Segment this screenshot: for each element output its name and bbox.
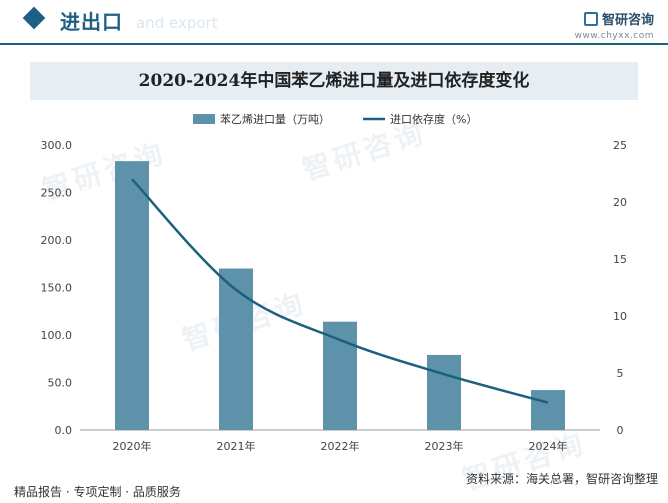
header: 进出口 and export 智研咨询 www.chyxx.com [0, 0, 668, 44]
right-y-tick-label: 10 [613, 310, 627, 323]
right-y-tick-label: 0 [617, 424, 624, 437]
x-tick-label: 2023年 [425, 439, 464, 453]
chart-title-band: 2020-2024年中国苯乙烯进口量及进口依存度变化 [30, 62, 638, 100]
bar [219, 268, 253, 430]
left-y-tick-label: 50.0 [48, 377, 73, 390]
brand-name: 智研咨询 [601, 13, 654, 28]
left-y-tick-label: 150.0 [41, 282, 73, 295]
x-tick-label: 2024年 [529, 439, 568, 453]
line-series [131, 178, 549, 404]
header-divider [0, 43, 668, 45]
x-tick-label: 2020年 [113, 439, 152, 453]
x-tick-label: 2022年 [321, 439, 360, 453]
footer-source: 资料来源：海关总署，智研咨询整理 [465, 472, 658, 486]
bar-series [115, 161, 565, 430]
legend-bar-label: 苯乙烯进口量（万吨） [220, 112, 330, 126]
legend-bar-swatch [193, 114, 215, 124]
right-y-tick-label: 20 [613, 196, 627, 209]
bar [531, 390, 565, 430]
chart: 苯乙烯进口量（万吨） 进口依存度（%） 0.050.0100.0150.0200.… [41, 112, 628, 453]
right-y-tick-label: 15 [613, 253, 627, 266]
legend-line-label: 进口依存度（%） [390, 112, 477, 126]
brand-logo-icon [583, 12, 598, 26]
bar [323, 321, 357, 430]
bar [427, 354, 461, 430]
bar [115, 161, 149, 430]
x-tick-label: 2021年 [217, 439, 256, 453]
right-y-tick-label: 25 [613, 139, 627, 152]
footer-tagline: 精品报告 · 专项定制 · 品质服务 [14, 485, 181, 499]
diamond-icon [22, 6, 46, 30]
dependency-line [131, 178, 549, 404]
left-y-tick-label: 0.0 [55, 424, 73, 437]
left-y-tick-label: 300.0 [41, 139, 73, 152]
section-subtitle: and export [136, 14, 218, 32]
right-y-axis: 0 5 10 15 20 25 [613, 139, 627, 437]
right-y-tick-label: 5 [617, 367, 624, 380]
brand-url: www.chyxx.com [574, 31, 654, 41]
left-y-tick-label: 200.0 [41, 234, 73, 247]
chart-title: 2020-2024年中国苯乙烯进口量及进口依存度变化 [138, 71, 530, 91]
legend: 苯乙烯进口量（万吨） 进口依存度（%） [193, 112, 477, 126]
brand-logo: 智研咨询 [583, 9, 654, 28]
section-title: 进出口 [60, 10, 123, 34]
left-y-axis: 0.0 50.0 100.0 150.0 200.0 250.0 300.0 [41, 139, 73, 437]
left-y-tick-label: 250.0 [41, 187, 73, 200]
x-axis-labels: 2020年 2021年 2022年 2023年 2024年 [113, 439, 568, 453]
left-y-tick-label: 100.0 [41, 329, 73, 342]
